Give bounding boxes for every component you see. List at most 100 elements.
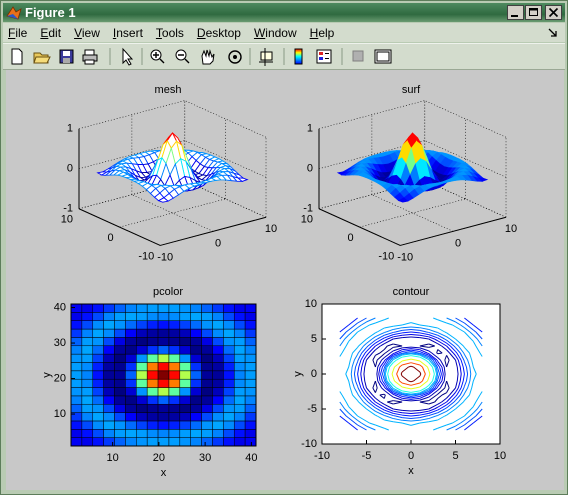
- y-tick-label: -10: [301, 438, 317, 450]
- x-axis-label: x: [408, 465, 414, 477]
- pcolor-cell: [136, 379, 147, 387]
- pcolor-cell: [93, 404, 104, 412]
- y-tick-label: 5: [311, 333, 317, 345]
- pcolor-cell: [82, 438, 93, 446]
- pcolor-cell: [169, 421, 180, 429]
- pcolor-cell: [71, 438, 82, 446]
- minimize-button[interactable]: [508, 6, 524, 20]
- show-tools-button[interactable]: [375, 50, 391, 63]
- pcolor-cell: [212, 413, 223, 421]
- pcolor-cell: [223, 362, 234, 370]
- menu-item[interactable]: Desktop: [192, 26, 246, 40]
- y-tick-label: 0: [311, 368, 317, 380]
- pcolor-cell: [115, 404, 126, 412]
- legend-button[interactable]: [317, 50, 331, 63]
- pcolor-cell: [223, 388, 234, 396]
- pcolor-cell: [147, 354, 158, 362]
- pcolor-cell: [212, 388, 223, 396]
- pcolor-cell: [158, 429, 169, 437]
- pcolor-cell: [115, 413, 126, 421]
- pan-button[interactable]: [202, 50, 214, 64]
- contour-segment: [384, 387, 385, 388]
- y-tick-label: 0: [347, 232, 353, 244]
- save-button[interactable]: [60, 50, 73, 63]
- new-figure-button[interactable]: [12, 49, 22, 64]
- close-button[interactable]: [546, 6, 562, 20]
- contour-segment: [411, 381, 414, 382]
- pcolor-cell: [191, 321, 202, 329]
- z-tick-label: -1: [63, 203, 73, 215]
- pcolor-cell: [136, 337, 147, 345]
- pcolor-cell: [191, 404, 202, 412]
- pcolor-cell: [245, 388, 256, 396]
- pcolor-cell: [212, 346, 223, 354]
- pcolor-cell: [212, 421, 223, 429]
- pcolor-cell: [104, 346, 115, 354]
- pcolor-cell: [169, 337, 180, 345]
- zoom-out-button[interactable]: [176, 50, 189, 63]
- pcolor-cell: [147, 321, 158, 329]
- pcolor-cell: [93, 396, 104, 404]
- menu-item[interactable]: Window: [249, 26, 302, 40]
- colorbar-button[interactable]: [295, 49, 302, 64]
- pcolor-cell: [158, 329, 169, 337]
- pcolor-cell: [115, 396, 126, 404]
- menu-item[interactable]: View: [69, 26, 105, 40]
- dock-button[interactable]: [547, 27, 559, 39]
- z-tick-label: 1: [67, 123, 73, 135]
- contour-segment: [402, 420, 411, 421]
- pcolor-cell: [115, 304, 126, 312]
- pcolor-cell: [234, 438, 245, 446]
- contour-segment: [411, 337, 420, 338]
- print-button[interactable]: [83, 50, 97, 64]
- pcolor-cell: [245, 371, 256, 379]
- contour-segment: [436, 332, 438, 333]
- pcolor-cell: [125, 413, 136, 421]
- contour-segment: [427, 353, 429, 354]
- chart-title: pcolor: [153, 286, 183, 298]
- contour-segment: [464, 386, 465, 388]
- pcolor-cell: [147, 429, 158, 437]
- zoom-in-button[interactable]: [151, 50, 164, 63]
- x-tick-label: -5: [362, 450, 372, 462]
- data-cursor-button[interactable]: [259, 48, 273, 66]
- menu-item[interactable]: Edit: [35, 26, 66, 40]
- contour-segment: [411, 347, 420, 348]
- menu-item[interactable]: Tools: [151, 26, 189, 40]
- pcolor-cell: [245, 421, 256, 429]
- contour-segment: [375, 415, 377, 416]
- pcolor-cell: [191, 421, 202, 429]
- y-tick-label: 0: [107, 232, 113, 244]
- open-file-button[interactable]: [34, 53, 50, 63]
- pcolor-cell: [212, 438, 223, 446]
- pcolor-cell: [245, 346, 256, 354]
- menu-item[interactable]: Help: [305, 26, 340, 40]
- pcolor-cell: [71, 362, 82, 370]
- pcolor-cell: [202, 413, 213, 421]
- pcolor-cell: [234, 388, 245, 396]
- hide-tools-button[interactable]: [353, 51, 363, 61]
- pcolor-cell: [180, 304, 191, 312]
- pcolor-cell: [71, 388, 82, 396]
- rotate-button[interactable]: [229, 51, 241, 63]
- pcolor-cell: [136, 429, 147, 437]
- x-tick-label: -10: [397, 251, 413, 263]
- menu-item[interactable]: File: [3, 26, 32, 40]
- pcolor-cell: [234, 404, 245, 412]
- z-tick-label: -1: [303, 203, 313, 215]
- contour-segment: [411, 420, 420, 421]
- x-tick-label: 0: [408, 450, 414, 462]
- pcolor-cell: [115, 329, 126, 337]
- pcolor-cell: [169, 371, 180, 379]
- pcolor-cell: [169, 346, 180, 354]
- pcolor-cell: [104, 312, 115, 320]
- pcolor-cell: [82, 371, 93, 379]
- pcolor-cell: [202, 337, 213, 345]
- pcolor-cell: [234, 371, 245, 379]
- edit-plot-button[interactable]: [123, 49, 132, 65]
- pcolor-cell: [125, 321, 136, 329]
- y-tick-label: -5: [307, 403, 317, 415]
- menu-item[interactable]: Insert: [108, 26, 148, 40]
- maximize-button[interactable]: [526, 6, 542, 20]
